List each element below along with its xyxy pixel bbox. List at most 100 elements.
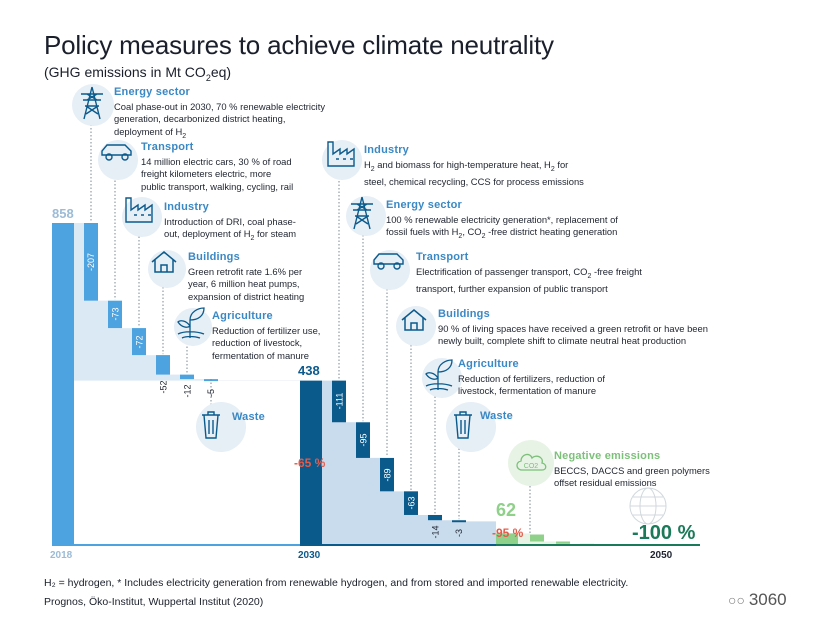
step-label-2030-2: -72 [134,335,145,349]
energy-2030-desc-line3-text: deployment of H [114,125,183,137]
negative-emissions-description: BECCS, DACCS and green polymers offset r… [554,465,710,490]
energy-2050-desc-line1: 100 % renewable electricity generation*,… [386,214,618,225]
bar-2030 [300,380,322,545]
agriculture-2050-heading: Agriculture [458,358,519,370]
energy-2030-desc-line1: Coal phase-out in 2030, 70 % renewable e… [114,101,326,112]
transport-2030-desc-line3: public transport, walking, cycling, rail [141,180,294,192]
step-label-2050-0: -111 [333,393,344,410]
agriculture-2030-desc-line1: Reduction of fertilizer use, [212,325,321,336]
transport-2050-desc-line2: transport, further expansion of public t… [416,283,608,295]
step-2030-industry [132,328,146,356]
bin-icon [454,411,472,439]
energy-2050-desc-a: fossil fuels with H [386,226,459,238]
car-icon [101,144,132,161]
buildings-2030-description: Green retrofit rate 1.6% per year, 6 mil… [188,266,304,303]
step-2050-waste [452,520,466,523]
industry-2030-desc-line2-sub: 2 [250,235,255,243]
subtitle-suffix: eq) [210,64,232,80]
transport-2050-description: Electrification of passenger transport, … [416,266,642,296]
buildings-2030-heading: Buildings [188,251,240,263]
energy-2030-description: Coal phase-out in 2030, 70 % renewable e… [114,101,325,143]
step-2030-buildings [156,355,170,375]
buildings-2030-desc-line3: expansion of district heating [188,290,305,302]
buildings-2050-desc-line2: newly built, complete shift to climate n… [438,335,687,347]
watermark-text: 3060 [748,590,787,609]
agriculture-2050-icon-bg [422,358,462,398]
energy-2030-desc-line2: generation, decarbonized district heatin… [114,113,286,125]
agriculture-2050-description: Reduction of fertilizers, reduction of l… [458,373,605,398]
energy-2050-desc-b: , CO [462,226,482,238]
step-label-2030-5: -5 [206,388,217,397]
bar-2018 [52,223,74,545]
transport-2050-desc-a: Electrification of passenger transport, … [416,266,588,277]
industry-2050-desc-b: and biomass for high-temperature heat, H [374,159,551,170]
area-negative [518,533,610,545]
waste-2050-icon-bg [446,402,496,452]
agriculture-2030-description: Reduction of fertilizer use, reduction o… [212,325,320,362]
step-2030-agriculture [180,374,194,380]
negative-step-2 [556,541,570,544]
value-2030-label: 438 [298,363,320,378]
step-2050-buildings [404,491,418,515]
negative-desc-line2: offset residual emissions [554,477,657,489]
year-2050-label: 2050 [650,550,673,561]
energy-2050-description: 100 % renewable electricity generation*,… [386,214,618,244]
step-label-2050-4: -14 [430,525,441,539]
step-label-2030-4: -12 [182,384,193,398]
industry-2030-icon-bg [122,197,162,237]
buildings-2050-desc-line1: 90 % of living spaces have received a gr… [438,323,708,334]
factory-icon [327,141,355,167]
industry-2050-description: H2 and biomass for high-temperature heat… [364,159,584,189]
subtitle-prefix: (GHG emissions in Mt CO [44,64,206,80]
energy-2050-desc-sub1: 2 [458,233,463,241]
energy-2030-desc-line3-sub: 2 [182,132,187,140]
pylon-icon [351,196,373,230]
industry-2050-desc-line2: steel, chemical recycling, CCS for proce… [364,176,584,188]
industry-2030-desc-line2-b: for steam [254,228,297,240]
transport-2050-desc-line1: Electrification of passenger transport, … [416,266,642,283]
plant-icon [177,307,205,339]
transport-2050-desc-b: -free freight [591,266,642,277]
percent-2050-label: -100 % [632,522,696,544]
step-label-2030-3: -52 [158,380,169,394]
source-note: Prognos, Öko-Institut, Wuppertal Institu… [44,596,264,608]
energy-2030-heading: Energy sector [114,86,190,98]
industry-2050-desc-c: for [554,159,569,170]
energy-2050-desc-c: -free district heating generation [485,226,618,238]
buildings-2030-desc-line2: year, 6 million heat pumps, [188,278,300,290]
agriculture-2030-heading: Agriculture [212,310,273,322]
area-2018-2030 [74,223,300,381]
page-title: Policy measures to achieve climate neutr… [44,30,554,60]
transport-2030-icon-bg [98,140,138,180]
industry-2030-desc-line2: out, deployment of H2 for steam [164,228,296,245]
step-label-2050-2: -89 [382,468,393,482]
agriculture-2030-desc-line2: reduction of livestock, [212,337,303,349]
bar-2050-residual [496,533,518,545]
step-label-2050-3: -63 [406,496,417,510]
year-2030-label: 2030 [298,550,321,561]
negative-desc-line1: BECCS, DACCS and green polymers [554,465,710,476]
waste-2030-heading: Waste [232,411,265,423]
negative-icon-bg [508,440,554,486]
co2-icon-text: CO2 [524,463,539,470]
negative-emissions-heading: Negative emissions [554,450,661,462]
plant-icon [425,359,453,391]
factory-icon [125,197,153,223]
percent-2030-label: -65 % [294,456,326,470]
agriculture-2030-icon-bg [174,308,212,346]
agriculture-2030-desc-line3: fermentation of manure [212,349,309,361]
car-icon [373,253,404,270]
industry-2030-desc-line1: Introduction of DRI, coal phase- [164,216,296,227]
buildings-2050-description: 90 % of living spaces have received a gr… [438,323,708,348]
year-2018-label: 2018 [50,550,73,561]
globe-icon [629,487,667,525]
industry-2030-desc-line2-a: out, deployment of H [164,228,251,240]
energy-2050-desc-line2: fossil fuels with H2, CO2 -free district… [386,226,618,243]
waste-2050-heading: Waste [480,410,513,422]
step-2030-transport [108,300,122,329]
transport-2030-desc-line1: 14 million electric cars, 30 % of road [141,156,292,167]
co2-cloud-icon: CO2 [516,453,547,471]
industry-2030-heading: Industry [164,201,209,213]
residual-2050-label: 62 [496,500,517,520]
